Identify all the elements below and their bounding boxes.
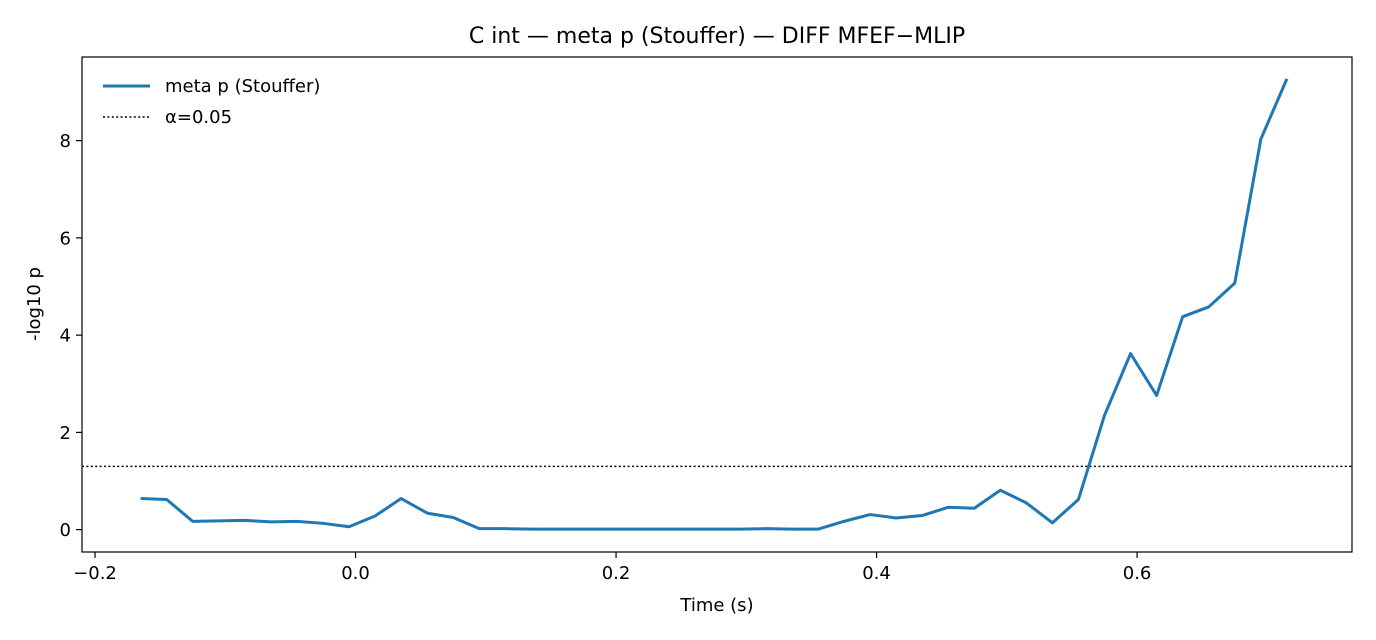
plot-frame: [82, 57, 1352, 552]
y-tick-label: 6: [60, 228, 71, 249]
y-axis-label: -log10 p: [24, 267, 45, 341]
x-tick-label: 0.4: [862, 563, 891, 584]
y-tick-label: 0: [60, 520, 71, 541]
y-tick-label: 8: [60, 131, 71, 152]
y-tick-label: 2: [60, 423, 71, 444]
series-line-meta-p: [141, 79, 1287, 529]
tick-group: −0.2 0.0 0.2 0.4 0.6 0 2 4 6 8: [60, 131, 1152, 584]
chart-title: C int — meta p (Stouffer) — DIFF MFEF−ML…: [469, 24, 965, 49]
x-axis-label: Time (s): [679, 595, 753, 616]
legend-label-meta-p: meta p (Stouffer): [165, 76, 320, 97]
plot-area: [82, 79, 1352, 529]
x-tick-label: −0.2: [73, 563, 117, 584]
x-tick-label: 0.2: [602, 563, 631, 584]
x-tick-label: 0.0: [341, 563, 370, 584]
legend-label-alpha: α=0.05: [165, 107, 232, 128]
legend: meta p (Stouffer) α=0.05: [103, 76, 320, 128]
x-tick-label: 0.6: [1123, 563, 1152, 584]
y-tick-label: 4: [60, 326, 71, 347]
